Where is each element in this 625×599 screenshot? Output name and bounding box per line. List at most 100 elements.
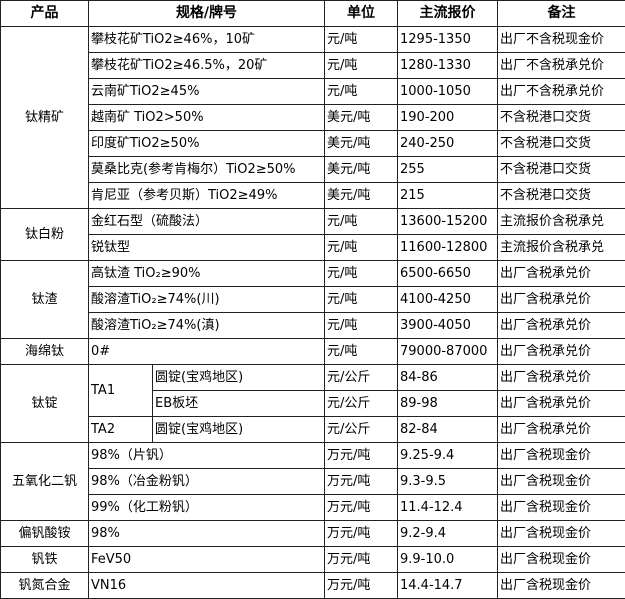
price-cell: 1295-1350 <box>397 26 498 53</box>
header-product: 产品 <box>0 0 89 27</box>
unit-cell: 美元/吨 <box>324 156 398 183</box>
table-row: 偏钒酸铵 98% 万元/吨 9.2-9.4 出厂含税现金价 <box>0 520 625 547</box>
price-cell: 4100-4250 <box>397 286 498 313</box>
table-row: 肯尼亚（参考贝斯）TiO2≥49% 美元/吨 215 不含税港口交货 <box>1 182 625 209</box>
price-cell: 9.3-9.5 <box>397 468 498 495</box>
note-cell: 出厂含税承兑价 <box>497 416 625 443</box>
note-cell: 不含税港口交货 <box>497 182 625 209</box>
spec-cell: 0# <box>88 338 325 365</box>
table-row: 酸溶渣TiO₂≥74%(滇) 元/吨 3900-4050 出厂含税承兑价 <box>1 312 625 339</box>
product-cell: 钛精矿 <box>0 26 89 209</box>
price-cell: 1000-1050 <box>397 78 498 105</box>
price-cell: 215 <box>397 182 498 209</box>
unit-cell: 美元/吨 <box>324 104 398 131</box>
note-cell: 不含税港口交货 <box>497 104 625 131</box>
product-cell: 海绵钛 <box>0 338 89 365</box>
header-unit: 单位 <box>324 0 398 27</box>
header-row: 产品 规格/牌号 单位 主流报价 备注 <box>0 0 625 27</box>
spec-cell: 酸溶渣TiO₂≥74%(川) <box>88 286 325 313</box>
table-row: 印度矿TiO2≥50% 美元/吨 240-250 不含税港口交货 <box>1 130 625 157</box>
table-row: 钒氮合金 VN16 万元/吨 14.4-14.7 出厂含税现金价 <box>0 572 625 599</box>
price-cell: 9.25-9.4 <box>397 442 498 469</box>
price-cell: 89-98 <box>397 390 498 417</box>
product-cell: 五氧化二钒 <box>0 442 89 521</box>
product-cell: 钛锭 <box>0 364 89 443</box>
unit-cell: 万元/吨 <box>324 546 398 573</box>
note-cell: 主流报价含税承兑 <box>497 234 625 261</box>
unit-cell: 元/吨 <box>324 234 398 261</box>
table-row: 98%（冶金粉钒） 万元/吨 9.3-9.5 出厂含税现金价 <box>1 468 625 495</box>
note-cell: 出厂含税现金价 <box>497 546 625 573</box>
unit-cell: 美元/吨 <box>324 130 398 157</box>
spec-cell: 99%（化工粉钒） <box>88 494 325 521</box>
spec-cell: 金红石型（硫酸法） <box>88 208 325 235</box>
note-cell: 不含税港口交货 <box>497 130 625 157</box>
note-cell: 出厂不含税现金价 <box>497 26 625 53</box>
note-cell: 出厂含税现金价 <box>497 572 625 599</box>
table-row: 云南矿TiO2≥45% 元/吨 1000-1050 出厂不含税承兑价 <box>1 78 625 105</box>
price-cell: 240-250 <box>397 130 498 157</box>
price-cell: 79000-87000 <box>397 338 498 365</box>
product-cell: 钒氮合金 <box>0 572 89 599</box>
unit-cell: 美元/吨 <box>324 182 398 209</box>
grade-cell: TA2 <box>88 416 153 443</box>
unit-cell: 元/公斤 <box>324 390 398 417</box>
unit-cell: 元/吨 <box>324 208 398 235</box>
unit-cell: 元/吨 <box>324 52 398 79</box>
spec-cell: 圆锭(宝鸡地区) <box>152 364 325 391</box>
note-cell: 出厂含税承兑价 <box>497 338 625 365</box>
table-row: 钛精矿 攀枝花矿TiO2≥46%，10矿 元/吨 1295-1350 出厂不含税现金价 <box>0 26 625 209</box>
price-cell: 9.2-9.4 <box>397 520 498 547</box>
spec-cell: 攀枝花矿TiO2≥46.5%，20矿 <box>88 52 325 79</box>
spec-cell: VN16 <box>88 572 325 599</box>
table-row: TA2 圆锭(宝鸡地区) 元/公斤 82-84 出厂含税承兑价 <box>1 416 625 443</box>
unit-cell: 元/吨 <box>324 338 398 365</box>
spec-cell: 98% <box>88 520 325 547</box>
spec-cell: 98%（片钒） <box>88 442 325 469</box>
table-row: 酸溶渣TiO₂≥74%(川) 元/吨 4100-4250 出厂含税承兑价 <box>1 286 625 313</box>
spec-cell: 攀枝花矿TiO2≥46%，10矿 <box>88 26 325 53</box>
unit-cell: 万元/吨 <box>324 442 398 469</box>
price-cell: 9.9-10.0 <box>397 546 498 573</box>
unit-cell: 元/吨 <box>324 286 398 313</box>
unit-cell: 元/吨 <box>324 260 398 287</box>
spec-cell: 高钛渣 TiO₂≥90% <box>88 260 325 287</box>
unit-cell: 万元/吨 <box>324 520 398 547</box>
grade-cell: TA1 <box>88 364 153 417</box>
spec-cell: 越南矿 TiO2>50% <box>88 104 325 131</box>
note-cell: 出厂含税承兑价 <box>497 286 625 313</box>
table-row: 攀枝花矿TiO2≥46.5%，20矿 元/吨 1280-1330 出厂不含税承兑价 <box>1 52 625 79</box>
note-cell: 出厂不含税承兑价 <box>497 52 625 79</box>
table-row: 99%（化工粉钒） 万元/吨 11.4-12.4 出厂含税现金价 <box>1 494 625 521</box>
note-cell: 出厂不含税承兑价 <box>497 78 625 105</box>
header-price: 主流报价 <box>397 0 498 27</box>
header-note: 备注 <box>497 0 625 27</box>
spec-cell: 酸溶渣TiO₂≥74%(滇) <box>88 312 325 339</box>
spec-cell: 云南矿TiO2≥45% <box>88 78 325 105</box>
table-row: 锐钛型 元/吨 11600-12800 主流报价含税承兑 <box>1 234 625 261</box>
table-row: 钛白粉 金红石型（硫酸法） 元/吨 13600-15200 主流报价含税承兑 <box>0 208 625 261</box>
unit-cell: 万元/吨 <box>324 468 398 495</box>
price-cell: 13600-15200 <box>397 208 498 235</box>
spec-cell: 莫桑比克(参考肯梅尔）TiO2≥50% <box>88 156 325 183</box>
spec-cell: 圆锭(宝鸡地区) <box>152 416 325 443</box>
unit-cell: 元/吨 <box>324 26 398 53</box>
table-row: 钒铁 FeV50 万元/吨 9.9-10.0 出厂含税现金价 <box>0 546 625 573</box>
table-row: EB板坯 元/公斤 89-98 出厂含税承兑价 <box>1 390 625 417</box>
table-row: 钛渣 高钛渣 TiO₂≥90% 元/吨 6500-6650 出厂含税承兑价 <box>0 260 625 339</box>
note-cell: 出厂含税承兑价 <box>497 312 625 339</box>
unit-cell: 万元/吨 <box>324 494 398 521</box>
spec-cell: 锐钛型 <box>88 234 325 261</box>
table-row: 钛锭 TA1 圆锭(宝鸡地区) 元/公斤 84-86 出厂含税承兑价 <box>0 364 625 443</box>
note-cell: 出厂含税现金价 <box>497 442 625 469</box>
table-row: 越南矿 TiO2>50% 美元/吨 190-200 不含税港口交货 <box>1 104 625 131</box>
unit-cell: 元/吨 <box>324 78 398 105</box>
spec-cell: 印度矿TiO2≥50% <box>88 130 325 157</box>
unit-cell: 元/吨 <box>324 312 398 339</box>
note-cell: 出厂含税承兑价 <box>497 260 625 287</box>
note-cell: 出厂含税现金价 <box>497 520 625 547</box>
product-cell: 钛白粉 <box>0 208 89 261</box>
note-cell: 不含税港口交货 <box>497 156 625 183</box>
note-cell: 出厂含税承兑价 <box>497 364 625 391</box>
